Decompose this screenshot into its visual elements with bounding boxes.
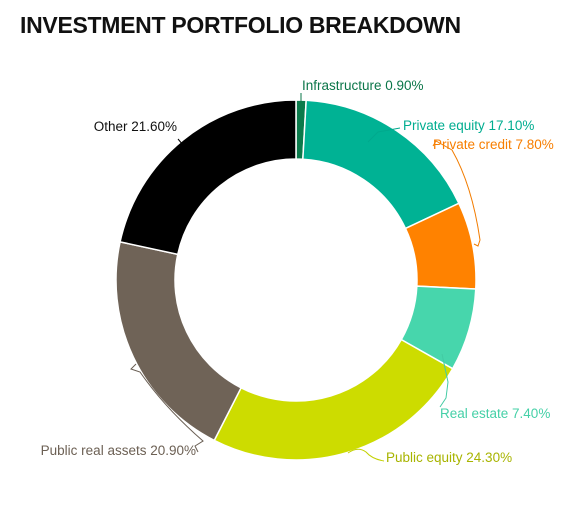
leader-private-equity — [367, 127, 401, 143]
label-leaders — [130, 93, 481, 462]
leader-private-credit — [432, 140, 481, 247]
slice-public-equity — [213, 338, 454, 461]
label-private-equity: Private equity 17.10% — [403, 118, 534, 133]
label-real-estate: Real estate 7.40% — [440, 406, 550, 421]
leader-other — [177, 138, 184, 146]
chart-title: INVESTMENT PORTFOLIO BREAKDOWN — [20, 12, 461, 38]
donut-slices — [115, 99, 477, 461]
label-public-real-assets: Public real assets 20.90% — [41, 443, 196, 458]
label-other: Other 21.60% — [94, 119, 177, 134]
slice-other — [119, 99, 297, 256]
slice-labels: Infrastructure 0.90% Private equity 17.10… — [41, 78, 554, 465]
slice-public-real-assets — [115, 240, 243, 442]
label-private-credit: Private credit 7.80% — [433, 137, 554, 152]
label-public-equity: Public equity 24.30% — [386, 450, 512, 465]
leader-public-equity — [347, 448, 385, 462]
leader-public-real-assets — [130, 363, 204, 453]
label-infrastructure: Infrastructure 0.90% — [302, 78, 424, 93]
leader-real-estate — [439, 353, 449, 408]
